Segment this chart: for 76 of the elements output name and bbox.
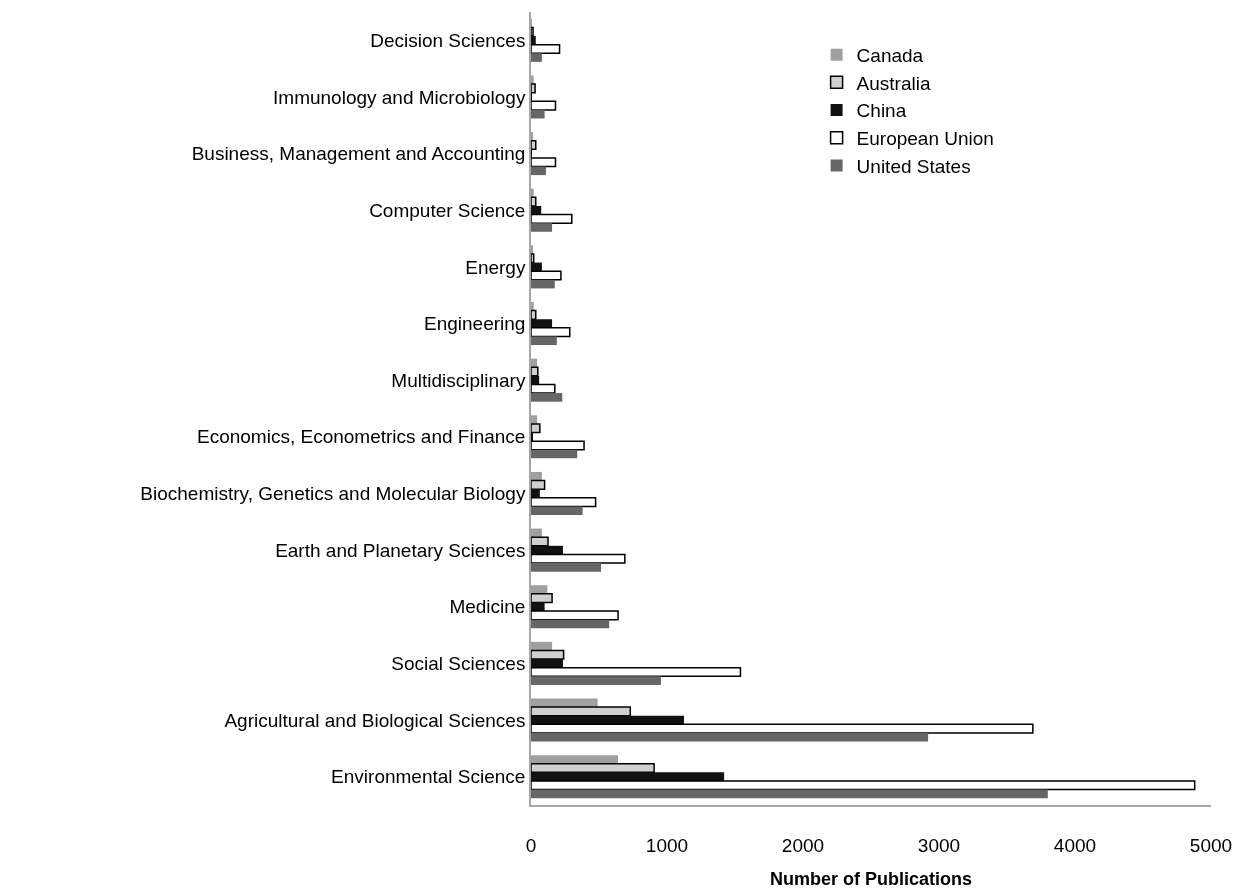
bar [531, 602, 545, 612]
bar [531, 619, 610, 629]
bar [531, 536, 549, 547]
bar [531, 676, 661, 685]
bar [531, 270, 562, 281]
y-tick-label: Decision Sciences [370, 29, 526, 51]
bar [531, 157, 557, 168]
bar [531, 780, 1196, 791]
bar [531, 545, 563, 555]
x-tick-label: 1000 [645, 834, 689, 856]
x-tick-label: 5000 [1189, 834, 1233, 856]
y-tick-label: Environmental Science [331, 766, 526, 788]
bar [531, 789, 1048, 799]
bar [531, 440, 585, 451]
bar [531, 563, 602, 572]
bar [531, 36, 536, 45]
y-tick-label: Business, Management and Accounting [191, 143, 526, 165]
y-tick-label: Earth and Planetary Sciences [275, 539, 526, 561]
y-tick-label: Computer Science [369, 199, 526, 221]
bar [531, 166, 546, 176]
bar [531, 205, 542, 215]
bar [531, 139, 537, 151]
bar [531, 196, 537, 207]
bar [531, 553, 626, 564]
bar [531, 43, 561, 54]
legend-label: European Union [856, 128, 994, 150]
bar [531, 383, 556, 394]
legend-label: China [856, 100, 907, 122]
y-tick-label: Biochemistry, Genetics and Molecular Biology [140, 483, 526, 505]
bar [531, 489, 540, 498]
y-tick-label: Medicine [449, 596, 526, 618]
x-tick-label: 0 [525, 834, 537, 856]
bar [531, 100, 557, 111]
bar [531, 423, 541, 434]
x-tick-label: 4000 [1053, 834, 1097, 856]
y-tick-label: Energy [465, 256, 526, 278]
bar [531, 732, 929, 742]
bar [531, 213, 573, 224]
x-tick-label: 3000 [917, 834, 961, 856]
bar [531, 83, 536, 94]
bar [531, 336, 557, 346]
bar [531, 375, 540, 385]
y-tick-label: Immunology and Microbiology [273, 86, 526, 108]
bar [531, 723, 1034, 734]
y-tick-label: Multidisciplinary [391, 369, 526, 391]
y-tick-label: Engineering [424, 313, 526, 335]
bar [531, 715, 684, 725]
bar [531, 26, 534, 37]
legend-label: Canada [856, 45, 924, 67]
bar [531, 109, 545, 119]
bar [531, 309, 537, 320]
bar [531, 279, 555, 289]
bar [531, 497, 597, 508]
x-tick-label: 2000 [781, 834, 825, 856]
y-tick-label: Social Sciences [391, 653, 526, 675]
bar [531, 610, 619, 621]
bar [531, 393, 563, 402]
legend-label: United States [856, 155, 971, 177]
bar [531, 659, 563, 668]
legend-label: Australia [856, 72, 931, 94]
x-axis-title: Number of Publications [769, 869, 973, 890]
bar [531, 666, 742, 678]
bar [531, 479, 546, 490]
bar [531, 366, 539, 377]
bar [531, 319, 553, 328]
bar [531, 327, 571, 338]
bar [531, 706, 632, 717]
y-tick-label: Agricultural and Biological Sciences [224, 709, 526, 731]
bar [531, 772, 725, 781]
bar [531, 253, 535, 264]
bar [531, 506, 583, 515]
y-tick-label: Economics, Econometrics and Finance [197, 426, 526, 448]
bar [531, 223, 553, 232]
bar [531, 593, 553, 604]
bar [531, 53, 542, 62]
bar [531, 449, 578, 459]
